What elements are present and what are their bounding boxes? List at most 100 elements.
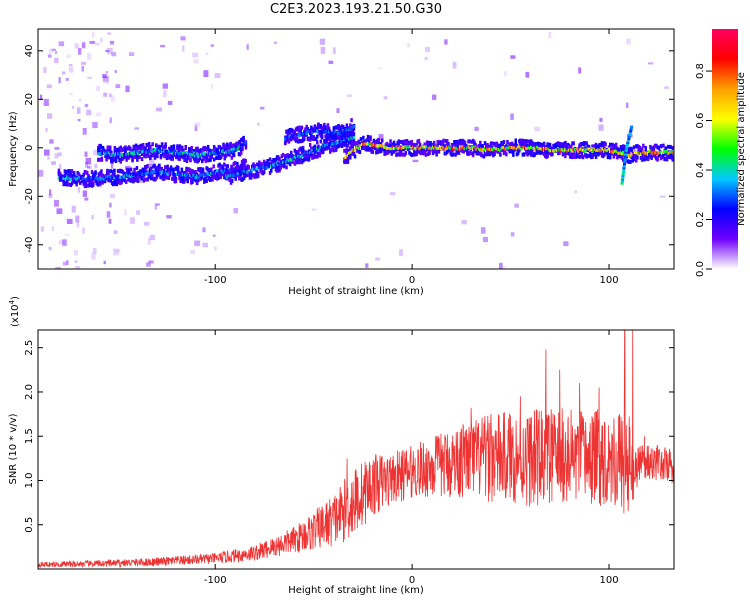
spectrogram-trace-cell xyxy=(594,149,597,153)
spectrogram-trace-cell xyxy=(352,136,355,140)
colorbar-tick-label: 0.8 xyxy=(695,63,706,79)
spectrogram-trace-cell xyxy=(187,175,191,180)
spectrogram-trace-cell xyxy=(605,149,608,153)
spectrogram-trace-cell xyxy=(139,150,142,154)
spectrogram-trace-cell xyxy=(191,179,194,184)
spectrogram-trace-cell xyxy=(190,175,193,178)
spectrogram-trace-cell xyxy=(129,153,132,157)
spectrogram-trace-cell xyxy=(662,150,665,154)
spectrogram-trace-cell xyxy=(453,146,456,150)
spectrogram-trace-cell xyxy=(143,177,147,182)
spectrogram-x-label: Height of straight line (km) xyxy=(288,286,424,297)
spectrogram-trace-cell xyxy=(231,166,234,171)
spectrogram-trace-cell xyxy=(585,148,588,152)
spectrogram-trace-cell xyxy=(177,151,180,155)
spectrogram-trace-cell xyxy=(190,147,193,152)
spectrogram-noise-cell xyxy=(113,248,119,256)
spectrogram-trace-cell xyxy=(116,147,119,152)
spectrogram-trace-cell xyxy=(378,144,381,148)
spectrogram-trace-cell xyxy=(266,159,269,163)
spectrogram-trace-cell xyxy=(86,171,89,175)
spectrogram-trace-cell xyxy=(553,150,556,153)
spectrogram-trace-cell xyxy=(174,173,177,176)
spectrogram-noise-cell xyxy=(109,194,115,198)
spectrogram-trace-cell xyxy=(136,155,139,159)
spectrogram-trace-cell xyxy=(337,141,340,144)
spectrogram-trace-cell xyxy=(197,178,200,183)
spectrogram-trace-cell xyxy=(153,169,156,173)
spectrogram-trace-cell xyxy=(456,147,459,151)
spectrogram-trace-cell xyxy=(268,157,272,162)
spectrogram-trace-cell xyxy=(177,172,180,176)
spectrogram-trace-cell xyxy=(390,147,393,151)
spectrogram-trace-cell xyxy=(284,141,287,146)
colorbar-tick-label: 0.4 xyxy=(695,162,706,178)
spectrogram-trace-cell xyxy=(350,138,353,143)
spectrogram-trace-cell xyxy=(515,147,518,151)
spectrogram-trace-cell xyxy=(352,126,356,131)
spectrogram-trace-cell xyxy=(62,178,65,183)
spectrogram-noise-cell xyxy=(194,240,201,246)
spectrogram-trace-cell xyxy=(629,159,632,164)
spectrogram-trace-cell xyxy=(401,146,404,150)
spectrogram-trace-cell xyxy=(127,172,130,176)
spectrogram-trace-cell xyxy=(522,152,526,157)
spectrogram-trace-cell xyxy=(167,176,171,180)
spectrogram-trace-cell xyxy=(300,132,303,136)
spectrogram-trace-cell xyxy=(171,151,174,155)
spectrogram-trace-cell xyxy=(293,129,297,134)
spectrogram-trace-cell xyxy=(468,151,471,156)
spectrogram-trace-cell xyxy=(420,146,423,150)
spectrogram-trace-cell xyxy=(392,146,395,150)
spectrogram-noise-cell xyxy=(94,163,98,169)
spectrogram-trace-cell xyxy=(223,162,226,167)
spectrogram-trace-cell xyxy=(333,130,336,134)
spectrogram-trace-cell xyxy=(253,164,256,169)
spectrogram-trace-cell xyxy=(395,145,398,149)
spectrogram-trace-cell xyxy=(449,147,452,151)
spectrogram-trace-cell xyxy=(60,174,63,178)
spectrogram-trace-cell xyxy=(132,152,135,156)
spectrogram-trace-cell xyxy=(179,176,182,181)
spectrogram-noise-cell xyxy=(194,122,201,128)
spectrogram-trace-cell xyxy=(164,165,167,170)
spectrogram-panel: -100 0 100 -40 -20 0 20 40 Height of straight … xyxy=(8,28,675,297)
spectrogram-trace-cell xyxy=(498,143,501,148)
spectrogram-trace-cell xyxy=(597,152,600,157)
spectrogram-trace-cell xyxy=(604,147,607,151)
spectrogram-noise-cell xyxy=(510,232,515,237)
spectrogram-trace-cell xyxy=(455,146,458,150)
spectrogram-trace-cell xyxy=(561,144,565,149)
spectrogram-trace-cell xyxy=(234,147,237,151)
spectrogram-trace-cell xyxy=(312,129,315,133)
spectrogram-trace-cell xyxy=(298,154,301,158)
spectrogram-trace-cell xyxy=(227,145,230,150)
spectrogram-noise-cell xyxy=(210,44,214,47)
spectrogram-trace-cell xyxy=(618,151,621,155)
spectrogram-noise-cell xyxy=(212,234,216,237)
spectrogram-trace-cell xyxy=(126,173,129,177)
spectrogram-trace-cell xyxy=(107,174,110,178)
spectrogram-trace-cell xyxy=(559,149,562,153)
spectrogram-trace-cell xyxy=(226,176,229,180)
spectrogram-trace-cell xyxy=(171,176,174,181)
spectrogram-trace-cell xyxy=(598,148,601,152)
spectrogram-trace-cell xyxy=(366,138,370,143)
spectrogram-noise-cell xyxy=(55,266,61,269)
spectrogram-spike-cell xyxy=(629,127,633,131)
spectrogram-trace-cell xyxy=(205,147,209,152)
spectrogram-trace-cell xyxy=(120,153,123,157)
spectrogram-trace-cell xyxy=(94,177,97,181)
spectrogram-trace-cell xyxy=(97,152,100,156)
spectrogram-trace-cell xyxy=(233,160,237,165)
spectrogram-trace-cell xyxy=(539,147,542,150)
spectrogram-trace-cell xyxy=(242,137,245,142)
spectrogram-trace-cell xyxy=(658,151,661,155)
spectrogram-trace-cell xyxy=(448,145,451,149)
spectrogram-trace-cell xyxy=(174,176,178,181)
spectrogram-trace-cell xyxy=(175,155,178,160)
spectrogram-trace-cell xyxy=(169,150,172,154)
spectrogram-noise-cell xyxy=(130,217,135,224)
spectrogram-trace-cell xyxy=(480,153,483,158)
spectrogram-trace-cell xyxy=(245,170,248,174)
